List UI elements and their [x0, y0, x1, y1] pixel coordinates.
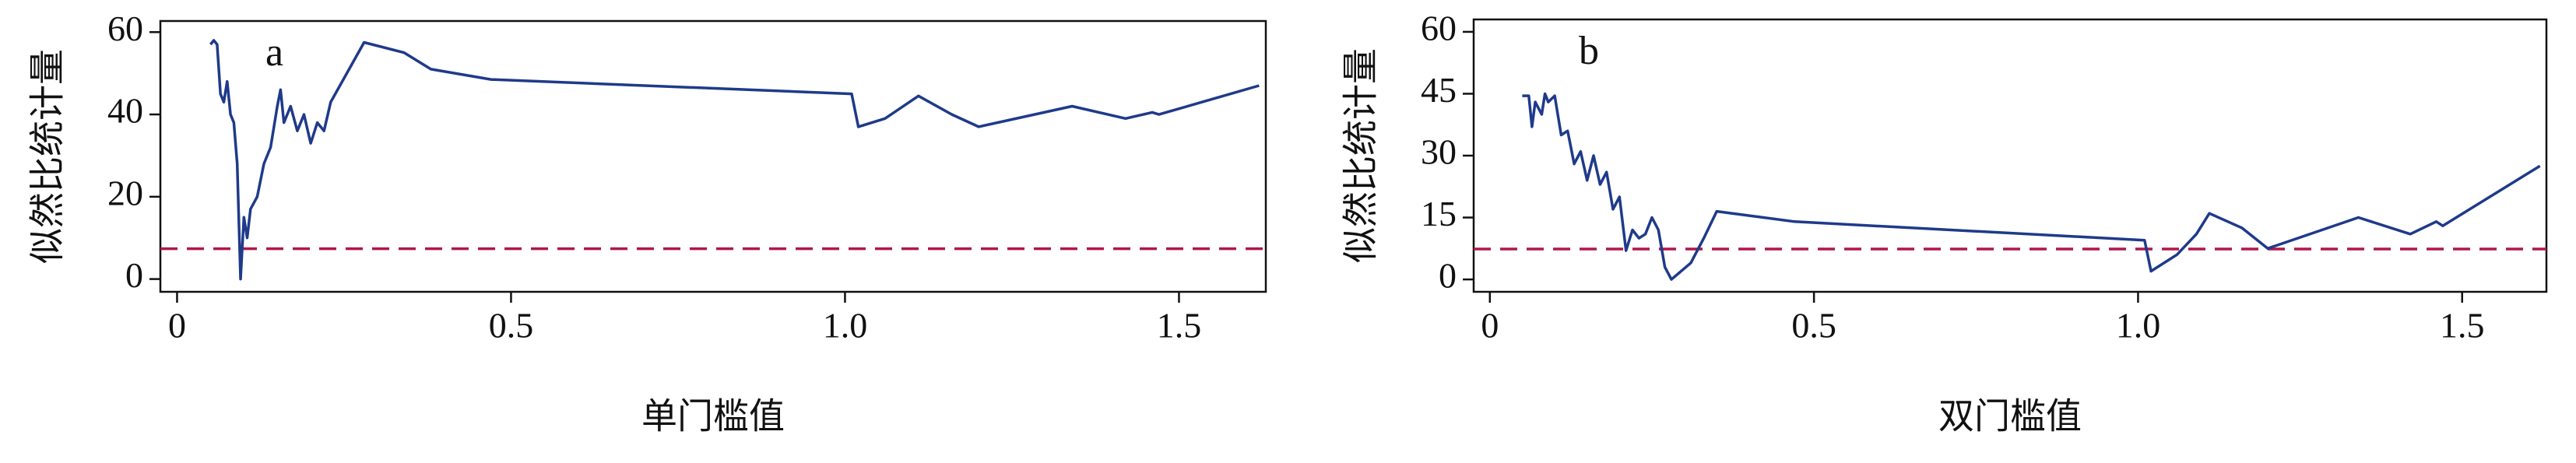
data-line — [209, 39, 1260, 281]
plot-frame — [1472, 18, 2548, 293]
y-tick-label: 0 — [1439, 256, 1457, 296]
y-tick-label: 60 — [107, 9, 143, 48]
y-tick-label: 0 — [125, 255, 143, 295]
x-tick-label: 1.5 — [2440, 306, 2485, 345]
data-line — [1522, 92, 2541, 281]
y-tick-label: 15 — [1421, 194, 1457, 233]
y-tick-label: 45 — [1421, 70, 1457, 110]
x-tick-label: 0 — [168, 306, 186, 345]
x-axis-label: 双门槛值 — [1938, 397, 2082, 437]
panel-label: b — [1579, 29, 1599, 73]
x-tick-label: 1.5 — [1157, 306, 1202, 345]
y-tick-label: 20 — [107, 173, 143, 212]
x-axis-label: 单门槛值 — [641, 397, 785, 437]
panel-label: a — [265, 30, 283, 75]
x-tick-label: 0 — [1481, 306, 1499, 345]
x-tick-label: 0.5 — [489, 306, 534, 345]
x-tick-label: 1.0 — [2116, 306, 2161, 345]
y-tick-label: 40 — [107, 91, 143, 131]
y-tick-label: 60 — [1421, 8, 1457, 47]
y-axis-label: 似然比统计量 — [1341, 48, 1381, 263]
y-tick-label: 30 — [1421, 132, 1457, 172]
x-tick-label: 1.0 — [823, 306, 868, 345]
x-tick-label: 0.5 — [1791, 306, 1836, 345]
y-axis-label: 似然比统计量 — [28, 49, 68, 264]
plot-frame — [159, 19, 1267, 293]
